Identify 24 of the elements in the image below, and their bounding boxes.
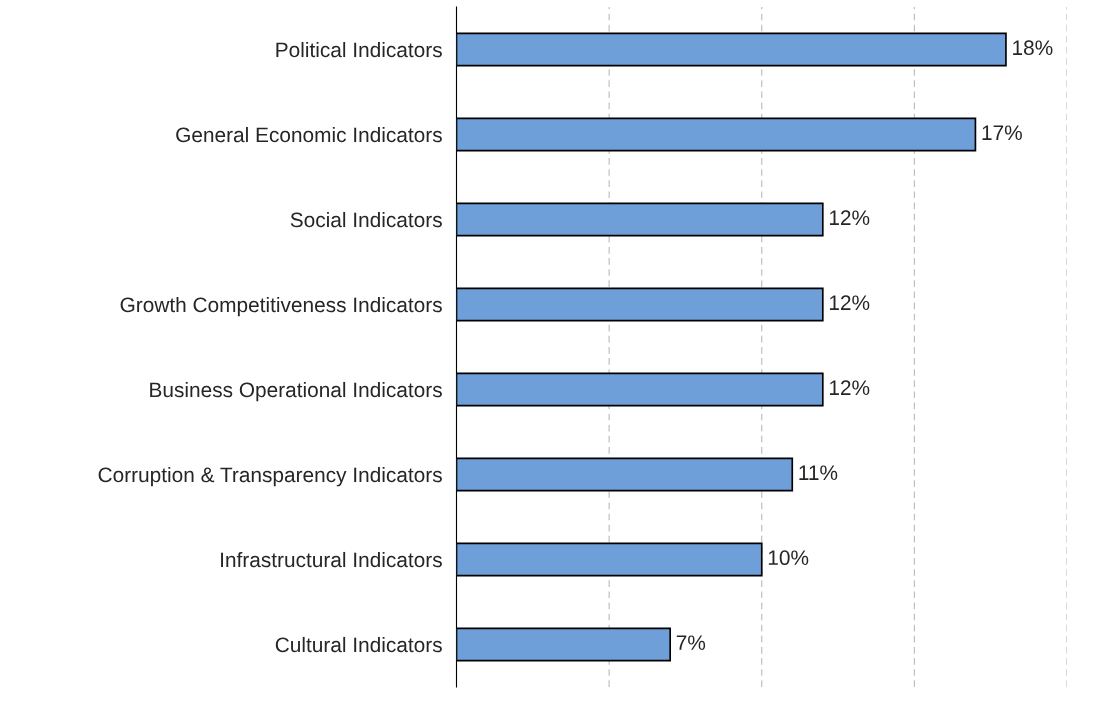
bar bbox=[456, 117, 977, 152]
y-tick-label: Business Operational Indicators bbox=[150, 381, 442, 402]
bar bbox=[456, 542, 763, 577]
bar bbox=[456, 202, 824, 237]
y-tick-label: Cultural Indicators bbox=[275, 636, 442, 653]
data-label: 12% bbox=[829, 210, 870, 226]
y-tick-label: Corruption & Transparency Indicators bbox=[98, 466, 442, 487]
bar bbox=[456, 287, 824, 322]
bar bbox=[456, 32, 1007, 67]
data-label: 17% bbox=[982, 125, 1022, 141]
y-tick-label: Growth Competitiveness Indicators bbox=[120, 296, 442, 317]
data-label: 11% bbox=[799, 465, 838, 480]
data-label: 7% bbox=[676, 635, 706, 650]
data-label: 12% bbox=[829, 380, 870, 395]
data-label: 12% bbox=[829, 295, 870, 311]
bar bbox=[456, 627, 672, 662]
data-label: 10% bbox=[768, 550, 809, 566]
bar bbox=[456, 372, 824, 407]
bar bbox=[456, 457, 794, 492]
data-label: 18% bbox=[1013, 40, 1053, 56]
y-tick-label: Infrastructural Indicators bbox=[221, 551, 442, 568]
y-tick-label: Social Indicators bbox=[290, 211, 442, 228]
y-tick-label: General Economic Indicators bbox=[176, 126, 442, 143]
y-tick-label: Political Indicators bbox=[276, 41, 442, 58]
